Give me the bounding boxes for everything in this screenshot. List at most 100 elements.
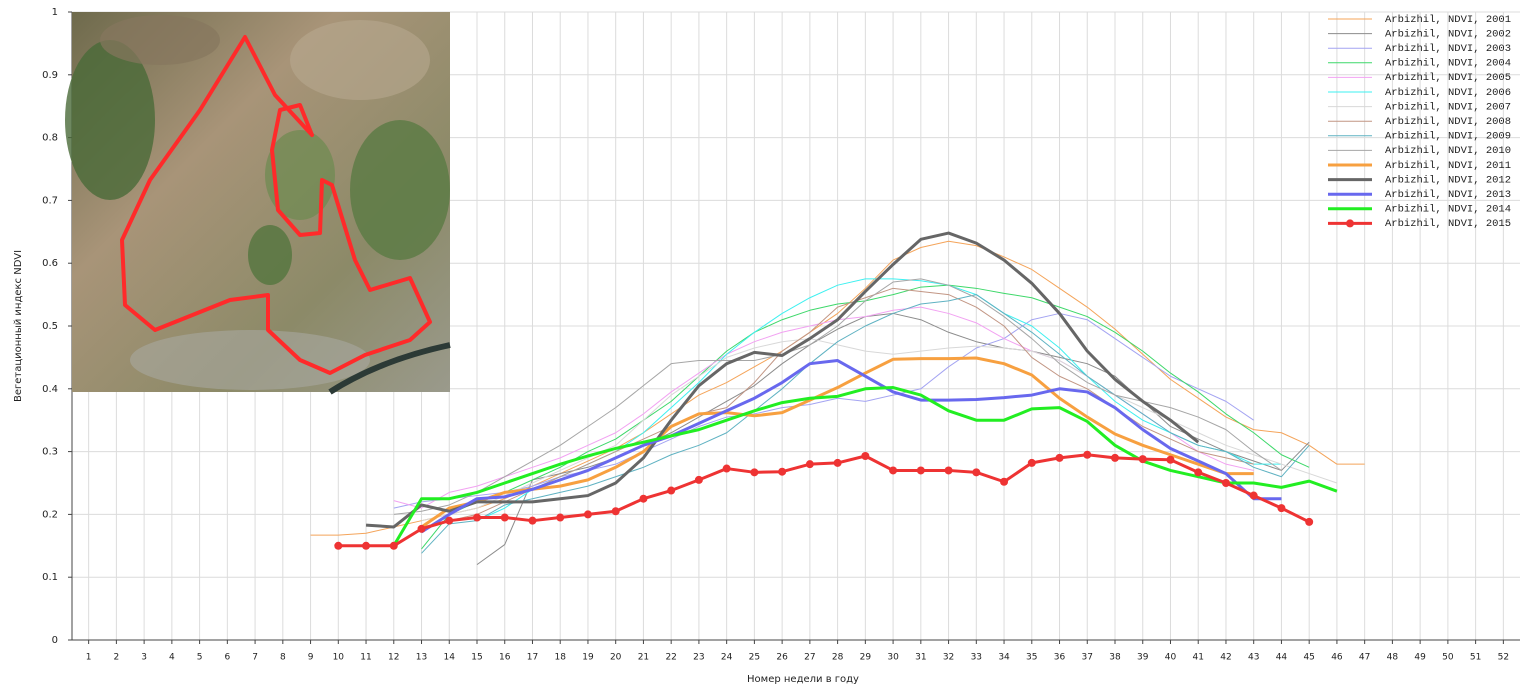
x-tick-label: 1	[86, 653, 92, 663]
x-tick-label: 3	[141, 653, 147, 663]
x-tick-label: 38	[1109, 653, 1121, 663]
x-tick-label: 31	[915, 653, 926, 663]
x-tick-label: 16	[499, 653, 511, 663]
series-line	[365, 231, 1200, 529]
data-point	[694, 475, 703, 484]
legend-label: Arbizhil, NDVI, 2015	[1385, 218, 1511, 230]
data-point	[1000, 477, 1009, 486]
legend-label: Arbizhil, NDVI, 2010	[1385, 145, 1511, 157]
x-tick-label: 24	[721, 653, 733, 663]
legend-label: Arbizhil, NDVI, 2004	[1385, 58, 1511, 70]
data-point	[1305, 517, 1314, 526]
x-tick-label: 48	[1387, 653, 1399, 663]
x-tick-label: 30	[887, 653, 899, 663]
x-tick-label: 29	[860, 653, 872, 663]
x-tick-label: 25	[749, 653, 760, 663]
x-tick-label: 23	[693, 653, 704, 663]
x-tick-label: 32	[943, 653, 954, 663]
satellite-image	[65, 12, 451, 395]
series-line	[393, 312, 1254, 509]
x-tick-label: 20	[610, 653, 622, 663]
series-line	[421, 338, 1338, 522]
x-tick-label: 10	[333, 653, 345, 663]
data-point	[750, 468, 759, 477]
x-tick-label: 18	[554, 653, 566, 663]
data-point	[1027, 458, 1036, 467]
data-point	[500, 513, 509, 522]
x-tick-label: 40	[1165, 653, 1177, 663]
data-point	[667, 486, 676, 495]
data-point	[639, 494, 648, 503]
data-point	[583, 510, 592, 519]
x-tick-label: 19	[582, 653, 594, 663]
x-tick-label: 21	[638, 653, 649, 663]
data-point	[1221, 479, 1230, 487]
x-tick-label: 52	[1498, 653, 1509, 663]
x-tick-label: 39	[1137, 653, 1149, 663]
legend-label: Arbizhil, NDVI, 2008	[1385, 116, 1511, 128]
y-tick-label: 0.1	[42, 572, 58, 583]
data-point	[1249, 491, 1258, 500]
y-tick-label: 0.9	[42, 70, 58, 81]
legend: Arbizhil, NDVI, 2001 Arbizhil, NDVI, 2002…	[1328, 14, 1511, 230]
x-tick-label: 28	[832, 653, 844, 663]
legend-label: Arbizhil, NDVI, 2003	[1385, 43, 1511, 55]
x-tick-label: 50	[1442, 653, 1454, 663]
y-tick-label: 0.3	[42, 447, 58, 458]
series-line	[338, 453, 1310, 548]
x-tick-label: 36	[1054, 653, 1066, 663]
data-point	[833, 458, 842, 467]
data-point	[944, 466, 953, 475]
x-tick-label: 49	[1414, 653, 1426, 663]
data-point	[1166, 455, 1175, 464]
y-axis-label: Вегетационный индекс NDVI	[13, 250, 24, 402]
x-tick-label: 6	[224, 653, 230, 663]
x-tick-label: 41	[1192, 653, 1203, 663]
data-point	[1083, 450, 1092, 459]
data-point	[611, 507, 620, 516]
y-tick-label: 0	[52, 635, 58, 646]
x-tick-label: 45	[1303, 653, 1314, 663]
x-tick-label: 51	[1470, 653, 1481, 663]
data-point	[805, 460, 814, 469]
x-tick-label: 33	[971, 653, 982, 663]
x-tick-label: 12	[388, 653, 399, 663]
x-tick-label: 13	[416, 653, 427, 663]
x-tick-label: 44	[1276, 653, 1288, 663]
y-tick-label: 0.6	[42, 258, 58, 269]
x-tick-label: 14	[444, 653, 456, 663]
legend-label: Arbizhil, NDVI, 2011	[1385, 160, 1511, 172]
data-point	[1194, 468, 1203, 477]
x-tick-label: 17	[527, 653, 538, 663]
data-point	[861, 451, 870, 460]
x-tick-label: 9	[308, 653, 314, 663]
data-point	[889, 466, 898, 475]
x-tick-label: 47	[1359, 653, 1370, 663]
x-axis-label: Номер недели в году	[747, 674, 859, 685]
series-line	[421, 294, 1310, 554]
x-tick-label: 4	[169, 653, 175, 663]
x-tick-label: 22	[665, 653, 676, 663]
series-line	[310, 240, 1365, 536]
x-tick-label: 37	[1082, 653, 1093, 663]
data-point	[445, 516, 454, 525]
y-tick-label: 0.4	[42, 384, 58, 395]
x-tick-label: 5	[197, 653, 203, 663]
x-tick-label: 8	[280, 653, 286, 663]
y-tick-label: 1	[52, 7, 58, 18]
legend-label: Arbizhil, NDVI, 2014	[1385, 204, 1511, 216]
data-point	[334, 541, 343, 550]
legend-label: Arbizhil, NDVI, 2013	[1385, 189, 1511, 201]
legend-label: Arbizhil, NDVI, 2007	[1385, 101, 1511, 113]
data-point	[556, 513, 565, 522]
data-point	[362, 541, 371, 550]
data-point	[1277, 504, 1286, 513]
x-tick-label: 2	[114, 653, 120, 663]
data-point	[972, 468, 981, 477]
y-tick-label: 0.5	[42, 321, 58, 332]
data-point	[778, 467, 787, 476]
legend-label: Arbizhil, NDVI, 2009	[1385, 131, 1511, 143]
x-tick-label: 15	[471, 653, 482, 663]
y-tick-label: 0.8	[42, 133, 58, 144]
